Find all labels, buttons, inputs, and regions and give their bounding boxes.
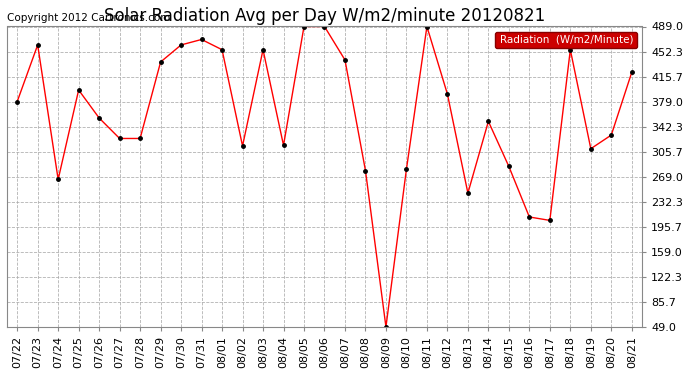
Legend: Radiation  (W/m2/Minute): Radiation (W/m2/Minute) [495,32,637,48]
Text: Copyright 2012 Cartronics.com: Copyright 2012 Cartronics.com [7,13,170,24]
Title: Solar Radiation Avg per Day W/m2/minute 20120821: Solar Radiation Avg per Day W/m2/minute … [104,7,545,25]
